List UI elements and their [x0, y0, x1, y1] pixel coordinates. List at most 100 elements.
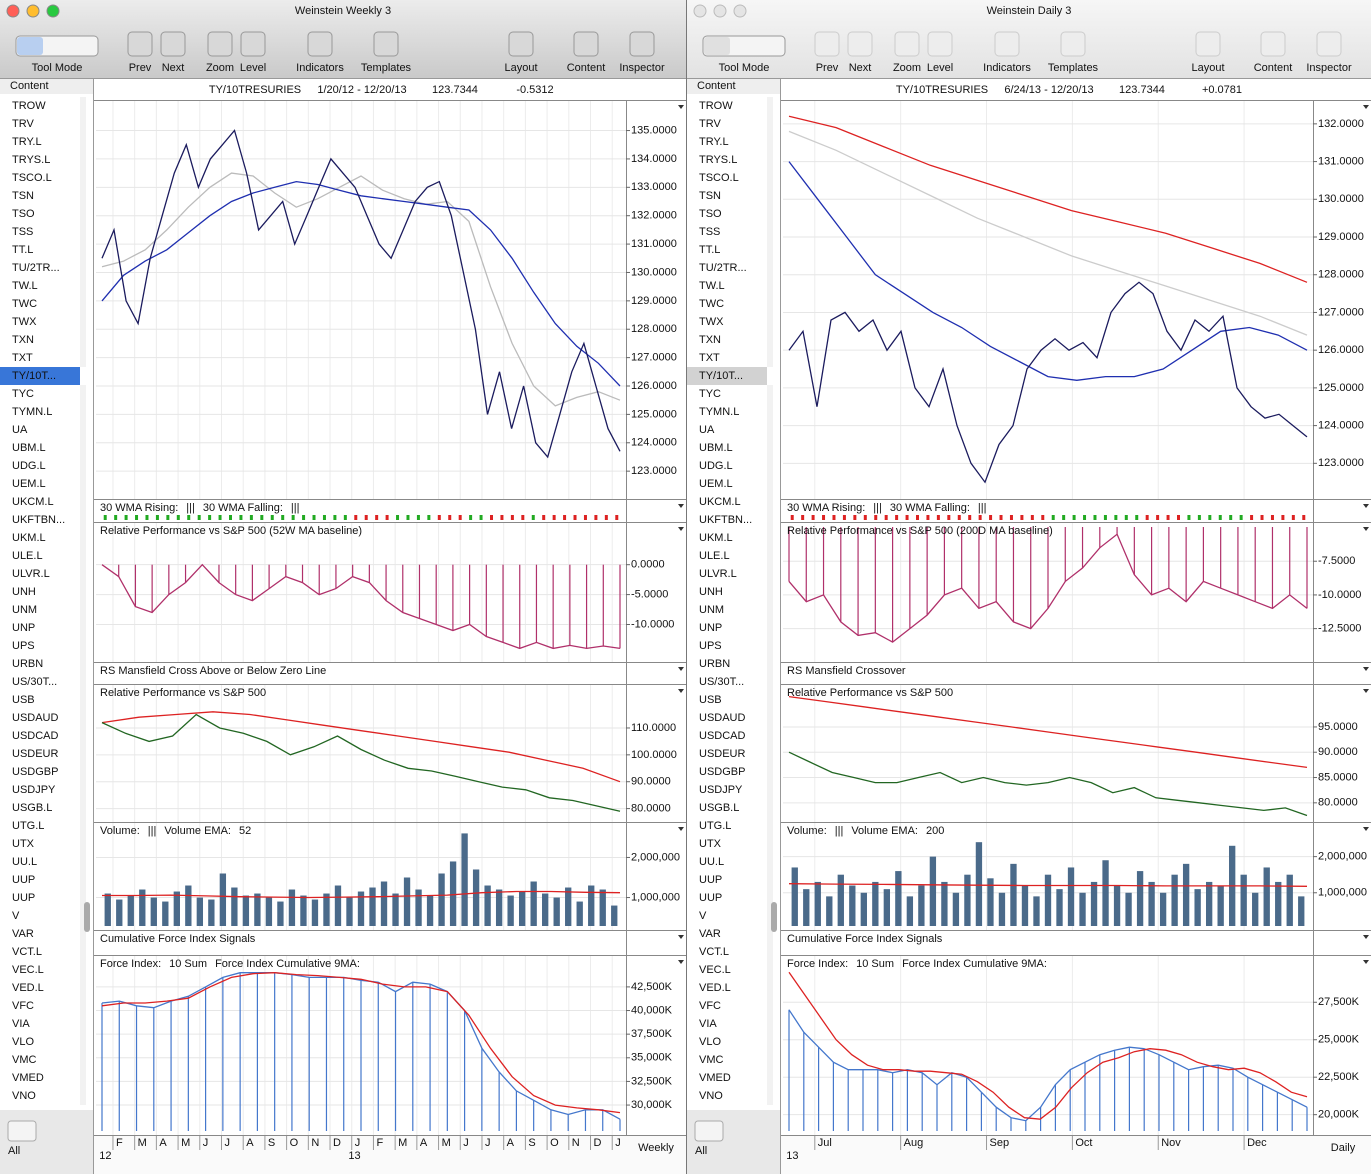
symbol[interactable]: US/30T... [12, 676, 57, 688]
toolbar-label[interactable]: Inspector [1306, 62, 1352, 74]
panel-menu[interactable] [678, 527, 684, 531]
sidebar-footer-label[interactable]: All [695, 1145, 707, 1157]
panel-menu[interactable] [1363, 935, 1369, 939]
symbol[interactable]: TU/2TR... [699, 262, 747, 274]
symbol[interactable]: TWX [699, 316, 724, 328]
toolbar-label[interactable]: Content [567, 62, 606, 74]
symbol[interactable]: TYC [699, 388, 721, 400]
symbol[interactable]: UTG.L [699, 820, 731, 832]
symbol[interactable]: TSN [699, 190, 721, 202]
symbol[interactable]: VCT.L [699, 946, 729, 958]
panel-menu[interactable] [678, 689, 684, 693]
symbol[interactable]: USDJPY [699, 784, 743, 796]
toolbar-icon[interactable] [127, 31, 153, 57]
toolbar-icon[interactable] [1260, 31, 1286, 57]
toolbar-label[interactable]: Templates [361, 62, 412, 74]
symbol[interactable]: USDGBP [12, 766, 58, 778]
gear-button[interactable] [694, 1120, 724, 1142]
toolbar-icon[interactable] [573, 31, 599, 57]
window-button[interactable] [46, 4, 60, 18]
symbol[interactable]: VCT.L [12, 946, 42, 958]
symbol[interactable]: USB [12, 694, 35, 706]
symbol[interactable]: TSO [12, 208, 35, 220]
symbol[interactable]: UNM [12, 604, 37, 616]
symbol[interactable]: TT.L [699, 244, 720, 256]
symbol[interactable]: UPS [12, 640, 35, 652]
symbol[interactable]: TXT [699, 352, 720, 364]
symbol[interactable]: TSN [12, 190, 34, 202]
symbol[interactable]: VED.L [699, 982, 731, 994]
window-button[interactable] [693, 4, 707, 18]
panel-menu[interactable] [678, 827, 684, 831]
toolbar-label[interactable]: Next [849, 62, 872, 74]
symbol[interactable]: TROW [12, 100, 46, 112]
symbol[interactable]: USDGBP [699, 766, 745, 778]
symbol[interactable]: URBN [12, 658, 43, 670]
symbol[interactable]: UKM.L [699, 532, 733, 544]
panel-menu[interactable] [678, 667, 684, 671]
toolbar-icon[interactable] [307, 31, 333, 57]
toolbar-icon[interactable] [847, 31, 873, 57]
toolbar-icon[interactable] [1195, 31, 1221, 57]
symbol[interactable]: TWC [12, 298, 37, 310]
symbol[interactable]: VMC [12, 1054, 37, 1066]
symbol[interactable]: USDJPY [12, 784, 56, 796]
symbol[interactable]: UKCM.L [699, 496, 741, 508]
symbol[interactable]: UDG.L [699, 460, 733, 472]
panel-menu[interactable] [1363, 960, 1369, 964]
symbol[interactable]: UNP [12, 622, 35, 634]
symbol[interactable]: UEM.L [699, 478, 733, 490]
window-button[interactable] [713, 4, 727, 18]
symbol[interactable]: UA [12, 424, 28, 436]
symbol[interactable]: TW.L [699, 280, 725, 292]
symbol[interactable]: USB [699, 694, 722, 706]
toolbar-label[interactable]: Prev [129, 62, 152, 74]
window-button[interactable] [6, 4, 20, 18]
symbol[interactable]: USGB.L [12, 802, 52, 814]
toolbar-label[interactable]: Level [927, 62, 953, 74]
symbol[interactable]: TXN [699, 334, 721, 346]
symbol[interactable]: TYMN.L [699, 406, 739, 418]
sidebar-scroll-thumb[interactable] [771, 902, 777, 932]
toolbar-label[interactable]: Prev [816, 62, 839, 74]
frequency-label[interactable]: Weekly [638, 1142, 674, 1154]
symbol[interactable]: TYC [12, 388, 34, 400]
toolbar-icon[interactable] [160, 31, 186, 57]
symbol[interactable]: VIA [12, 1018, 30, 1030]
toolbar-label[interactable]: Zoom [893, 62, 921, 74]
symbol[interactable]: UBM.L [12, 442, 46, 454]
symbol[interactable]: UA [699, 424, 715, 436]
symbol[interactable]: VIA [699, 1018, 717, 1030]
symbol[interactable]: TRYS.L [699, 154, 737, 166]
toolbar-label[interactable]: Layout [504, 62, 537, 74]
symbol[interactable]: UDG.L [12, 460, 46, 472]
symbol[interactable]: UKCM.L [12, 496, 54, 508]
toolbar-label[interactable]: Indicators [296, 62, 344, 74]
panel-menu[interactable] [1363, 105, 1369, 109]
symbol[interactable]: UBM.L [699, 442, 733, 454]
toolbar-label[interactable]: Zoom [206, 62, 234, 74]
toolbar-icon[interactable] [373, 31, 399, 57]
panel-menu[interactable] [678, 105, 684, 109]
symbol[interactable]: VFC [699, 1000, 721, 1012]
symbol[interactable]: UNM [699, 604, 724, 616]
symbol[interactable]: US/30T... [699, 676, 744, 688]
symbol[interactable]: UUP [12, 892, 35, 904]
symbol[interactable]: TWX [12, 316, 37, 328]
symbol[interactable]: UKFTBN... [12, 514, 65, 526]
panel-menu[interactable] [1363, 667, 1369, 671]
symbol[interactable]: VFC [12, 1000, 34, 1012]
symbol[interactable]: UTG.L [12, 820, 44, 832]
panel-menu[interactable] [1363, 527, 1369, 531]
symbol[interactable]: VEC.L [699, 964, 731, 976]
toolbar-label[interactable]: Content [1254, 62, 1293, 74]
toolbar-icon[interactable] [894, 31, 920, 57]
symbol[interactable]: TSCO.L [12, 172, 52, 184]
symbol[interactable]: USDEUR [12, 748, 59, 760]
sidebar-footer-label[interactable]: All [8, 1145, 20, 1157]
symbol[interactable]: TWC [699, 298, 724, 310]
toolbar-icon[interactable] [994, 31, 1020, 57]
symbol[interactable]: VMED [12, 1072, 44, 1084]
symbol[interactable]: TY/10T... [12, 370, 56, 382]
symbol[interactable]: ULE.L [699, 550, 730, 562]
